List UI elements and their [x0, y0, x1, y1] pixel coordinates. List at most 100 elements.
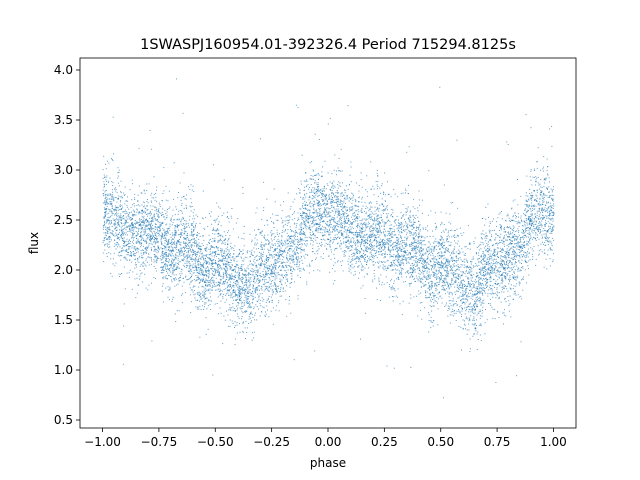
- data-point: [355, 220, 356, 222]
- data-point: [541, 224, 543, 226]
- data-point: [528, 253, 530, 255]
- data-point: [166, 223, 168, 225]
- data-point: [468, 329, 470, 331]
- data-point: [533, 229, 535, 231]
- data-point: [406, 224, 408, 226]
- data-point: [443, 224, 445, 225]
- data-point: [485, 277, 486, 279]
- data-point: [517, 240, 519, 242]
- data-point: [357, 209, 359, 210]
- data-point: [412, 271, 414, 273]
- data-point: [512, 298, 514, 300]
- data-point: [127, 226, 129, 227]
- data-point: [103, 216, 105, 218]
- data-point: [230, 242, 232, 244]
- data-point: [553, 205, 555, 207]
- data-point: [499, 270, 501, 272]
- data-point: [125, 227, 127, 229]
- data-point: [426, 259, 428, 260]
- data-point: [377, 241, 378, 243]
- data-point: [312, 220, 313, 222]
- data-point: [165, 245, 167, 247]
- data-point: [388, 230, 390, 232]
- data-point: [248, 280, 250, 282]
- data-point: [359, 258, 361, 259]
- data-point: [289, 216, 291, 218]
- data-point: [511, 253, 513, 255]
- data-point: [347, 222, 349, 224]
- data-point: [422, 266, 424, 268]
- data-point: [175, 232, 177, 234]
- data-point: [149, 234, 151, 236]
- data-point: [536, 199, 537, 201]
- data-point: [361, 196, 363, 198]
- data-point: [322, 229, 324, 231]
- data-point: [398, 243, 400, 245]
- data-point: [211, 300, 213, 302]
- data-point: [386, 267, 388, 269]
- data-point: [351, 223, 353, 225]
- data-point: [166, 252, 167, 254]
- data-point: [443, 278, 445, 280]
- data-point: [448, 261, 450, 263]
- data-point: [345, 222, 347, 224]
- data-point: [437, 266, 439, 268]
- data-point: [299, 208, 301, 210]
- data-point: [274, 244, 276, 246]
- data-point: [413, 268, 415, 270]
- data-point: [316, 188, 318, 190]
- data-point: [175, 245, 177, 247]
- data-point: [531, 202, 532, 204]
- data-point: [260, 285, 262, 287]
- data-point: [528, 260, 530, 262]
- data-point: [146, 246, 148, 248]
- data-point: [214, 240, 216, 242]
- data-point: [191, 255, 193, 257]
- data-point: [494, 286, 495, 288]
- data-point: [243, 286, 244, 288]
- data-point: [289, 286, 291, 288]
- data-point: [112, 263, 114, 265]
- data-point: [457, 304, 459, 306]
- data-point: [428, 285, 430, 287]
- data-point: [257, 275, 259, 277]
- data-point: [346, 198, 348, 200]
- data-point: [303, 212, 305, 213]
- data-point: [182, 112, 184, 114]
- data-point: [284, 250, 286, 252]
- data-point: [356, 210, 358, 212]
- data-point: [457, 236, 459, 238]
- data-point: [264, 260, 266, 262]
- data-point: [421, 244, 423, 246]
- data-point: [418, 242, 420, 244]
- data-point: [261, 218, 263, 220]
- data-point: [504, 255, 506, 256]
- data-point: [151, 260, 153, 262]
- data-point: [536, 217, 538, 219]
- data-point: [237, 271, 239, 273]
- data-point: [342, 235, 344, 237]
- data-point: [462, 327, 464, 329]
- data-point: [445, 229, 447, 231]
- data-point: [137, 222, 139, 224]
- data-point: [440, 211, 442, 213]
- data-point: [123, 243, 125, 245]
- data-point: [118, 185, 120, 187]
- data-point: [243, 258, 245, 260]
- data-point: [336, 199, 338, 201]
- data-point: [240, 308, 242, 310]
- data-point: [431, 269, 433, 271]
- data-point: [529, 176, 531, 178]
- data-point: [472, 256, 474, 258]
- data-point: [447, 250, 449, 252]
- data-point: [541, 237, 543, 239]
- data-point: [541, 187, 543, 189]
- data-point: [243, 274, 245, 276]
- data-point: [230, 309, 232, 311]
- data-point: [304, 243, 306, 245]
- data-point: [177, 197, 179, 199]
- data-point: [148, 229, 150, 231]
- data-point: [311, 226, 313, 228]
- data-point: [203, 255, 205, 257]
- data-point: [454, 260, 456, 262]
